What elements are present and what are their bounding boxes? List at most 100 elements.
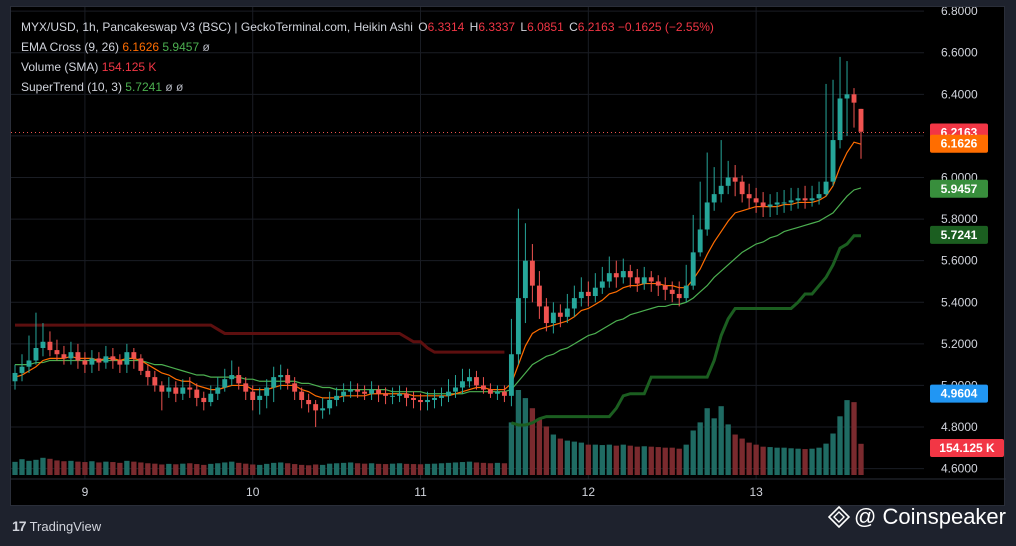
candle-body	[19, 366, 25, 373]
open-label: O	[418, 20, 428, 34]
legend-volume-row[interactable]: Volume (SMA) 154.125 K	[21, 57, 714, 77]
volume-bar	[382, 464, 389, 475]
volume-bar	[802, 449, 808, 475]
candle-body	[578, 291, 584, 299]
candle-body	[676, 293, 682, 299]
candle-body	[222, 379, 228, 388]
candle-body	[690, 252, 696, 286]
candle-body	[781, 202, 787, 204]
volume-bar	[529, 408, 536, 475]
volume-bar	[767, 447, 773, 475]
candle-body	[404, 393, 409, 398]
legend-supertrend-row[interactable]: SuperTrend (10, 3) 5.7241 ø ø	[21, 77, 714, 97]
volume-bar	[361, 463, 368, 475]
candle-body	[369, 389, 375, 394]
candle-body	[746, 194, 752, 199]
ema-slow-line	[15, 187, 862, 395]
volume-bar	[515, 390, 522, 475]
candle-body	[655, 281, 661, 286]
candle-body	[194, 389, 200, 398]
candle-body	[131, 352, 137, 359]
candle-body	[480, 385, 486, 390]
chart-area[interactable]: 6.80006.60006.40006.20006.00005.80005.60…	[10, 6, 1006, 507]
volume-bar	[96, 462, 102, 475]
volume-bar	[452, 462, 459, 475]
volume-bar	[389, 463, 396, 475]
candle-body	[837, 98, 843, 141]
candle-body	[802, 198, 808, 201]
symbol-title[interactable]: MYX/USD, 1h, Pancakeswap V3 (BSC) | Geck…	[21, 20, 413, 34]
candle-body	[627, 271, 633, 278]
ema-fast-price-tag-bg	[930, 134, 988, 153]
candle-body	[474, 377, 479, 386]
volume-label: Volume (SMA)	[21, 60, 99, 74]
volume-bar	[264, 463, 270, 475]
volume-bar	[375, 463, 382, 475]
candle-body	[341, 391, 347, 396]
candle-body	[285, 375, 291, 384]
volume-bar	[641, 446, 647, 475]
volume-bar	[117, 462, 123, 475]
volume-bar	[208, 463, 214, 475]
volume-bar	[816, 447, 822, 475]
candle-body	[599, 281, 605, 288]
volume-bar	[557, 438, 564, 475]
volume-bar	[606, 444, 612, 475]
candle-body	[313, 404, 319, 411]
volume-bar	[215, 463, 221, 475]
volume-bar	[33, 459, 39, 475]
candle-body	[487, 389, 493, 394]
volume-bar	[494, 462, 501, 475]
candle-body	[515, 298, 521, 355]
volume-bar	[795, 448, 801, 475]
volume-bar	[725, 424, 731, 475]
volume-bar	[89, 461, 95, 475]
x-axis-tick-label: 13	[749, 485, 763, 499]
volume-bar	[180, 463, 186, 475]
volume-bar	[830, 433, 836, 475]
volume-bar	[257, 464, 263, 475]
volume-bar	[543, 426, 550, 475]
candle-body	[33, 348, 39, 361]
volume-bar	[788, 448, 794, 475]
candle-body	[180, 387, 186, 394]
y-axis-tick-label: 6.8000	[941, 7, 978, 18]
candle-body	[585, 291, 591, 297]
volume-bar	[718, 406, 724, 475]
candle-body	[117, 360, 123, 365]
candle-body	[89, 358, 95, 365]
volume-bar	[159, 464, 165, 475]
candle-body	[236, 375, 242, 384]
candle-body	[278, 375, 284, 378]
candle-body	[536, 285, 542, 307]
candle-body	[334, 395, 340, 400]
close-value: 6.2163	[577, 20, 615, 34]
candle-body	[592, 287, 598, 297]
candle-body	[844, 94, 850, 99]
volume-bar	[368, 463, 375, 475]
volume-bar	[222, 462, 228, 475]
candle-body	[320, 408, 326, 411]
candle-body	[355, 389, 361, 392]
volume-bar	[781, 447, 787, 475]
price-chart[interactable]: 6.80006.60006.40006.20006.00005.80005.60…	[11, 7, 1006, 507]
volume-bar	[585, 444, 591, 475]
candle-body	[124, 352, 130, 365]
candle-body	[173, 387, 179, 394]
legend-ema-row[interactable]: EMA Cross (9, 26) 6.1626 5.9457 ø	[21, 37, 714, 57]
volume-bar	[319, 464, 326, 475]
candle-body	[425, 399, 430, 403]
volume-bar	[278, 462, 284, 475]
candle-body	[788, 200, 794, 203]
candle-body	[767, 204, 773, 207]
candle-body	[12, 372, 18, 382]
volume-bar	[403, 463, 410, 475]
candle-body	[543, 306, 549, 324]
candle-body	[446, 391, 451, 396]
supertrend-label: SuperTrend (10, 3)	[21, 80, 122, 94]
candle-body	[61, 354, 67, 359]
candle-body	[418, 399, 423, 403]
candle-body	[110, 356, 116, 361]
tradingview-branding[interactable]: 17 TradingView	[12, 518, 101, 534]
candle-body	[432, 397, 437, 400]
